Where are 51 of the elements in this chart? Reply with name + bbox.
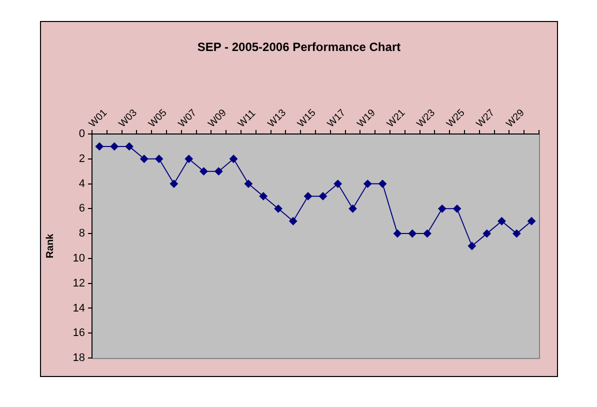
y-tick-label: 12	[72, 277, 85, 290]
point	[274, 204, 282, 213]
y-axis-title: Rank	[44, 233, 56, 258]
point	[184, 154, 193, 163]
y-tick-label: 18	[72, 352, 85, 364]
point	[318, 192, 327, 200]
point	[348, 204, 357, 213]
x-tick-label: W21	[385, 107, 408, 130]
point	[512, 230, 521, 238]
point	[110, 142, 118, 150]
y-tick-label: 0	[78, 128, 85, 140]
point	[125, 142, 134, 150]
point	[155, 154, 164, 163]
point	[230, 154, 238, 163]
x-tick-label: W01	[87, 107, 110, 130]
point	[528, 217, 536, 226]
point	[95, 142, 104, 150]
point	[334, 180, 342, 188]
x-tick-label: W23	[415, 107, 438, 130]
point	[482, 230, 491, 238]
point	[364, 180, 372, 188]
point	[259, 192, 268, 200]
y-tick-label: 16	[72, 327, 85, 340]
y-tick-label: 6	[78, 202, 85, 215]
y-tick-label: 14	[72, 302, 85, 314]
point	[393, 230, 402, 238]
point	[438, 204, 446, 213]
chart-title: SEP - 2005-2006 Performance Chart	[196, 40, 402, 54]
x-tick-label: W11	[236, 108, 258, 130]
point	[498, 217, 506, 226]
point	[453, 204, 462, 213]
x-tick-label: W13	[266, 107, 289, 130]
point	[214, 167, 223, 176]
x-tick-label: W03	[117, 107, 140, 130]
point	[423, 230, 432, 238]
point	[170, 180, 178, 188]
point	[140, 154, 148, 163]
point	[378, 180, 387, 188]
point	[304, 192, 312, 200]
x-tick-label: W09	[206, 107, 230, 130]
y-tick-label: 4	[78, 178, 85, 190]
point	[244, 180, 252, 188]
y-tick-label: 8	[78, 228, 85, 240]
x-tick-label: W19	[355, 107, 378, 130]
point	[468, 242, 476, 250]
point	[408, 230, 416, 238]
y-tick-label: 2	[78, 152, 85, 165]
x-tick-label: W29	[504, 107, 528, 130]
y-tick-label: 10	[72, 252, 85, 264]
point	[200, 167, 208, 176]
point	[289, 217, 298, 226]
